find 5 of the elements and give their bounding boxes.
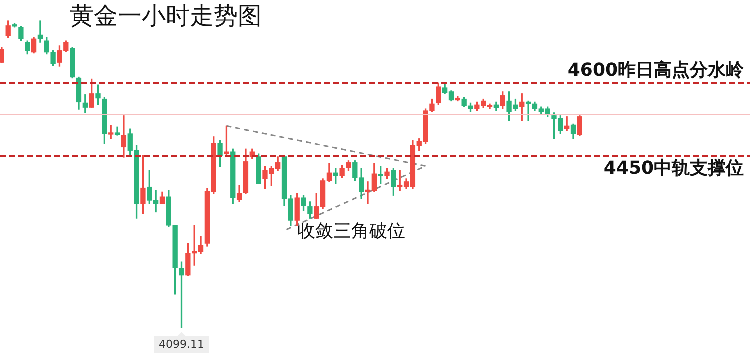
annotation: 收敛三角破位 — [297, 220, 406, 242]
chart-title: 黄金一小时走势图 — [70, 0, 262, 32]
annotation: 4099.11 — [159, 338, 204, 351]
ref-line-label: 4600昨日高点分水岭 — [568, 60, 745, 81]
ref-line-label: 4450中轨支撑位 — [604, 158, 744, 180]
